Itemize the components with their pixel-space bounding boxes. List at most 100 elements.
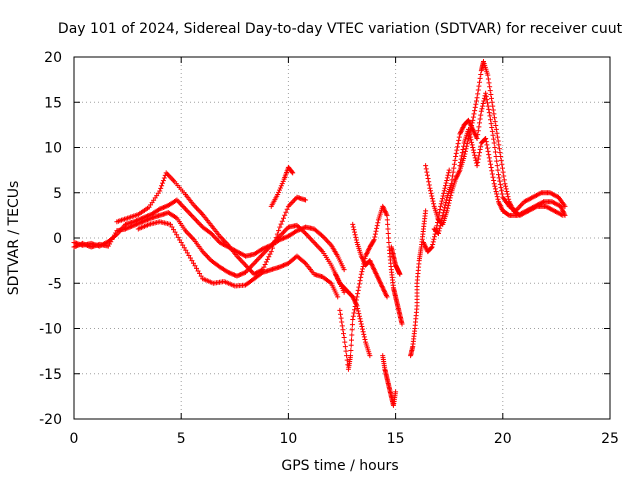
data-point	[477, 75, 483, 81]
data-point	[503, 183, 509, 189]
data-point	[360, 329, 366, 335]
data-point	[279, 218, 285, 224]
data-point	[373, 228, 379, 234]
data-point	[174, 232, 180, 238]
data-point	[443, 197, 449, 203]
data-point	[386, 240, 392, 246]
data-point	[430, 198, 436, 204]
series-track-15	[420, 167, 452, 255]
data-point	[494, 194, 500, 200]
data-point	[489, 124, 495, 130]
data-point	[358, 318, 364, 324]
data-point	[423, 166, 429, 172]
data-point	[488, 117, 494, 123]
data-point	[385, 221, 391, 227]
x-tick-label: 5	[177, 431, 186, 447]
data-point	[357, 278, 363, 284]
data-point	[359, 324, 365, 330]
data-point	[441, 188, 447, 194]
data-point	[452, 157, 458, 163]
data-point	[442, 205, 448, 211]
data-point	[384, 212, 390, 218]
data-point	[447, 198, 453, 204]
data-point	[492, 145, 498, 150]
data-point	[348, 337, 354, 343]
series-track-3	[114, 170, 309, 277]
data-point	[458, 159, 464, 165]
data-point	[472, 108, 478, 114]
data-point	[475, 91, 481, 97]
data-point	[450, 169, 456, 175]
data-point	[461, 154, 467, 160]
data-point	[477, 146, 483, 152]
data-point	[375, 220, 381, 226]
data-point	[348, 347, 354, 353]
data-point	[335, 294, 341, 300]
data-point	[184, 250, 190, 256]
data-point	[474, 135, 480, 141]
data-point	[445, 203, 451, 209]
data-point	[350, 316, 356, 322]
data-point	[497, 181, 503, 187]
data-point	[465, 126, 471, 132]
data-point	[361, 331, 367, 337]
data-point	[189, 258, 195, 264]
data-point	[428, 188, 434, 194]
series-track-8	[350, 221, 390, 300]
data-point	[494, 191, 500, 197]
data-point	[448, 181, 454, 187]
data-point	[350, 221, 356, 227]
data-point	[486, 110, 492, 116]
data-point	[303, 197, 309, 203]
y-tick-label: -5	[48, 276, 62, 292]
series-track-10	[380, 353, 399, 408]
data-point	[397, 271, 403, 277]
data-point	[486, 80, 492, 86]
data-point	[192, 263, 198, 269]
y-tick-label: -15	[39, 367, 62, 383]
data-point	[358, 321, 364, 327]
data-point	[355, 287, 361, 293]
data-point	[273, 235, 279, 241]
data-point	[432, 231, 438, 237]
data-point	[562, 212, 568, 218]
data-point	[356, 281, 362, 287]
data-point	[435, 216, 441, 222]
data-point	[431, 201, 437, 207]
data-point	[446, 167, 452, 173]
data-point	[472, 104, 478, 110]
data-point	[436, 210, 442, 216]
data-point	[439, 215, 445, 221]
data-point	[458, 156, 464, 162]
data-point	[485, 76, 491, 82]
data-point	[186, 252, 192, 258]
data-point	[486, 152, 492, 158]
data-point	[492, 115, 498, 121]
series-track-1	[71, 197, 347, 273]
data-point	[499, 165, 505, 171]
data-point	[423, 208, 429, 214]
data-point	[497, 150, 503, 156]
data-point	[467, 132, 473, 138]
data-point	[172, 229, 178, 235]
data-point	[353, 237, 359, 243]
data-point	[477, 120, 483, 126]
data-point	[492, 149, 498, 155]
data-point	[438, 203, 444, 209]
data-point	[167, 221, 173, 227]
data-point	[498, 157, 504, 163]
data-point	[451, 165, 457, 171]
data-point	[161, 175, 167, 181]
data-point	[360, 326, 366, 332]
data-point	[358, 271, 364, 277]
data-point	[157, 188, 163, 194]
data-point	[278, 183, 284, 189]
data-point	[487, 113, 493, 119]
x-tick-label: 10	[279, 431, 297, 447]
data-point	[496, 146, 502, 152]
data-point	[187, 255, 193, 261]
data-point	[478, 143, 484, 149]
data-point	[355, 305, 361, 311]
series-track-5	[268, 164, 296, 209]
data-point	[481, 98, 487, 104]
